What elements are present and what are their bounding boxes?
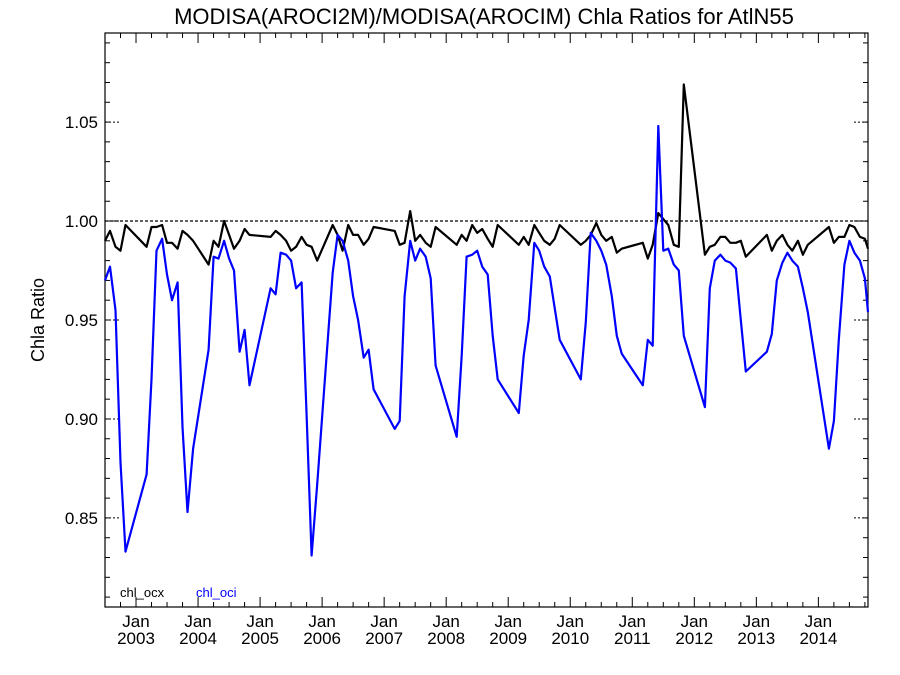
x-tick-label-year: 2008 [427,629,465,648]
x-tick-label-month: Jan [184,612,211,631]
x-tick-label-year: 2009 [489,629,527,648]
y-tick-label: 1.00 [65,212,98,231]
x-tick-label-year: 2005 [241,629,279,648]
x-tick-label-month: Jan [432,612,459,631]
y-tick-label: 0.85 [65,509,98,528]
x-tick-label-month: Jan [743,612,770,631]
x-tick-label-month: Jan [246,612,273,631]
x-tick-label-month: Jan [308,612,335,631]
x-tick-label-year: 2013 [737,629,775,648]
y-tick-label: 1.05 [65,113,98,132]
x-tick-label-year: 2011 [614,629,651,648]
chart-title: MODISA(AROCI2M)/MODISA(AROCIM) Chla Rati… [174,4,794,29]
x-tick-label-month: Jan [122,612,149,631]
series-line-chl-oci [103,124,870,557]
x-tick-label-year: 2004 [179,629,217,648]
x-tick-label-year: 2014 [799,629,837,648]
x-tick-label-month: Jan [557,612,584,631]
plot-frame [104,32,869,608]
x-tick-label-year: 2007 [365,629,403,648]
x-tick-label-year: 2010 [551,629,589,648]
x-tick-label-year: 2003 [117,629,155,648]
x-tick-label-month: Jan [681,612,708,631]
series-line-chl-ocx [104,83,870,266]
x-tick-label-year: 2006 [303,629,341,648]
y-axis-label: Chla Ratio [28,278,48,362]
legend-entry-chl-oci: chl_oci [196,585,237,600]
y-tick-label: 0.90 [65,410,98,429]
x-tick-label-month: Jan [495,612,522,631]
x-tick-label-year: 2012 [675,629,713,648]
y-tick-label: 0.95 [65,311,98,330]
x-tick-label-month: Jan [619,612,646,631]
plot-area: Jan2003Jan2004Jan2005Jan2006Jan2007Jan20… [65,32,870,648]
legend-entry-chl-ocx: chl_ocx [120,585,165,600]
x-tick-label-month: Jan [370,612,397,631]
x-tick-label-month: Jan [805,612,832,631]
